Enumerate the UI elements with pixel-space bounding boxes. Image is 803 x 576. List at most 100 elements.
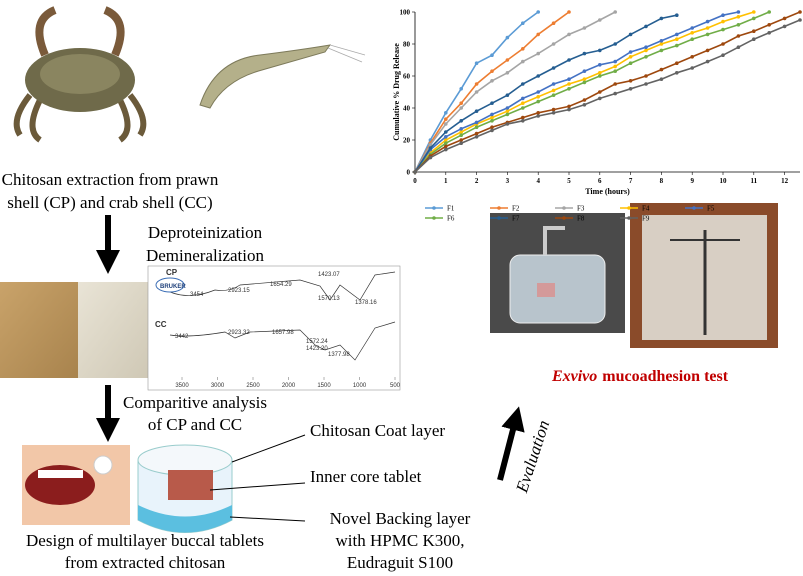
legend-label: F6 xyxy=(447,215,455,223)
data-point xyxy=(690,55,694,59)
backing-label: with HPMC K300, xyxy=(336,531,465,550)
data-point xyxy=(474,131,479,136)
data-point xyxy=(521,59,525,64)
legend-marker xyxy=(692,206,696,210)
franz-cell-image xyxy=(490,213,625,333)
cp-powder-image xyxy=(0,282,78,378)
process-text: Demineralization xyxy=(146,246,265,265)
data-point xyxy=(490,79,494,83)
data-point xyxy=(536,99,540,104)
x-tick-label: 0 xyxy=(413,177,417,185)
legend-marker xyxy=(432,216,436,220)
data-point xyxy=(490,53,494,57)
data-point xyxy=(490,101,494,105)
y-tick-label: 20 xyxy=(403,137,411,145)
data-point xyxy=(521,82,525,86)
cc-peak: 3442 xyxy=(175,334,189,340)
data-point xyxy=(752,16,756,21)
cc-peak: 1657.98 xyxy=(272,330,294,336)
data-point xyxy=(613,82,617,86)
data-point xyxy=(567,58,571,62)
design-text: from extracted chitosan xyxy=(65,553,226,572)
data-point xyxy=(598,18,602,22)
data-point xyxy=(675,37,679,41)
data-point xyxy=(644,24,648,29)
data-point xyxy=(444,135,448,139)
data-point xyxy=(521,106,525,110)
data-point xyxy=(675,61,679,65)
data-point xyxy=(582,80,587,85)
data-point xyxy=(675,13,679,17)
legend-label: F2 xyxy=(512,205,520,213)
data-point xyxy=(705,59,710,64)
series-line xyxy=(414,19,801,173)
data-point xyxy=(521,101,525,105)
spectrum-tick-label: 1500 xyxy=(317,383,331,389)
data-point xyxy=(644,82,648,86)
data-point xyxy=(736,34,741,38)
data-point xyxy=(721,53,725,57)
data-point xyxy=(582,69,587,73)
legend-label: F9 xyxy=(642,215,650,223)
data-point xyxy=(444,122,448,126)
data-point xyxy=(736,10,741,14)
design-text: Design of multilayer buccal tablets xyxy=(26,531,264,550)
data-point xyxy=(521,21,525,26)
x-tick-label: 4 xyxy=(536,177,540,185)
legend-label: F7 xyxy=(512,215,520,223)
process-text: Deproteinization xyxy=(148,223,263,242)
data-point xyxy=(459,101,464,105)
data-point xyxy=(490,69,494,73)
data-point xyxy=(444,141,448,145)
data-point xyxy=(644,48,648,53)
data-point xyxy=(551,111,556,115)
data-point xyxy=(752,10,756,14)
series-line xyxy=(414,11,616,173)
x-tick-label: 3 xyxy=(506,177,510,185)
data-point xyxy=(582,51,587,56)
data-point xyxy=(690,26,694,30)
tablet-image xyxy=(137,444,233,533)
legend-marker xyxy=(627,216,631,220)
legend-label: F4 xyxy=(642,205,650,213)
data-point xyxy=(705,32,710,37)
x-tick-label: 1 xyxy=(444,177,448,185)
data-point xyxy=(521,119,525,123)
data-point xyxy=(428,146,433,150)
data-point xyxy=(459,119,464,123)
data-point xyxy=(536,51,540,56)
data-point xyxy=(536,32,540,37)
data-point xyxy=(582,77,587,81)
data-point xyxy=(598,90,602,94)
cp-peak: 2923.15 xyxy=(228,288,250,294)
spectrum-tick-label: 2500 xyxy=(246,383,260,389)
data-point xyxy=(628,79,633,83)
spectrum-frame xyxy=(147,265,401,391)
data-point xyxy=(551,66,556,70)
cp-label: CP xyxy=(166,268,178,277)
data-point xyxy=(505,35,510,40)
legend-marker xyxy=(627,206,631,210)
data-point xyxy=(705,26,710,30)
legend-label: F1 xyxy=(447,205,455,213)
data-point xyxy=(582,26,587,30)
cc-peak: 1572.24 xyxy=(306,339,328,345)
y-tick-label: 60 xyxy=(403,73,411,81)
cc-peak: 1377.98 xyxy=(328,352,350,358)
data-point xyxy=(490,125,494,129)
legend-marker xyxy=(562,206,566,210)
data-point xyxy=(536,74,540,78)
data-point xyxy=(459,138,464,142)
data-point xyxy=(536,90,540,94)
data-point xyxy=(628,55,633,59)
data-point xyxy=(536,111,540,115)
x-tick-label: 12 xyxy=(781,177,789,185)
data-point xyxy=(628,32,633,37)
data-point xyxy=(598,63,602,67)
series-line xyxy=(414,11,739,173)
data-point xyxy=(459,106,464,110)
data-point xyxy=(644,74,648,78)
legend-label: F3 xyxy=(577,205,585,213)
data-point xyxy=(613,42,617,46)
